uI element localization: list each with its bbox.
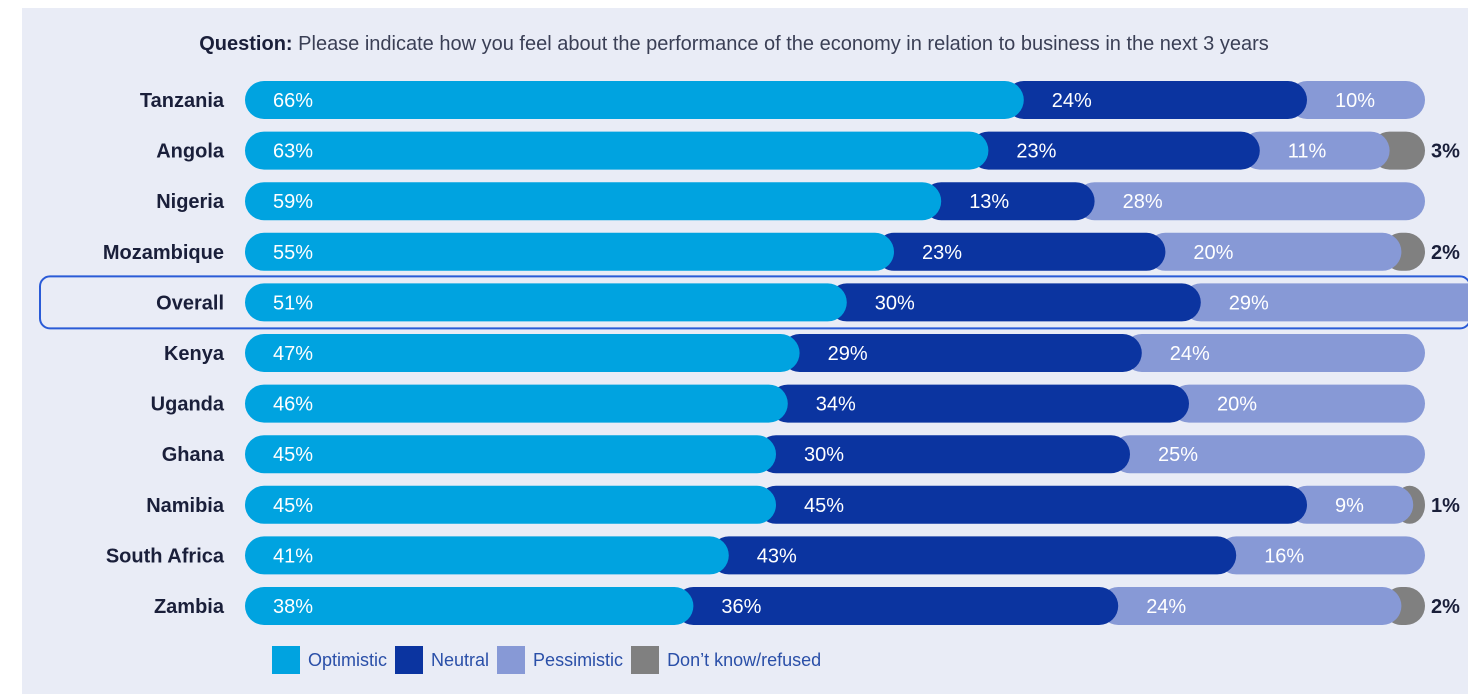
value-label-namibia-neutral: 45% (804, 495, 844, 517)
value-label-angola-pessimistic: 11% (1288, 141, 1327, 163)
value-label-overall-neutral: 30% (875, 292, 915, 314)
value-label-nigeria-neutral: 13% (969, 191, 1009, 213)
value-label-angola-don-t-know-refused: 3% (1431, 141, 1460, 163)
bar-nigeria-neutral (922, 182, 1095, 221)
value-label-namibia-pessimistic: 9% (1335, 495, 1364, 517)
bar-uganda-pessimistic (1170, 384, 1425, 423)
category-label-ghana: Ghana (162, 444, 225, 466)
value-label-uganda-optimistic: 46% (273, 394, 313, 416)
legend-item-neutral: Neutral (395, 646, 489, 674)
value-label-namibia-don-t-know-refused: 1% (1431, 495, 1460, 517)
legend-label-don-t-know-refused: Don’t know/refused (667, 649, 822, 670)
bar-ghana-optimistic (245, 435, 776, 474)
bar-south-africa-pessimistic (1217, 536, 1425, 575)
bar-mozambique-neutral (875, 232, 1166, 271)
chart-legend: Optimistic Neutral Pessimistic Don’t know/r… (272, 646, 829, 674)
value-label-mozambique-don-t-know-refused: 2% (1431, 242, 1460, 264)
value-label-angola-optimistic: 63% (273, 141, 313, 163)
bar-ghana-neutral (757, 435, 1130, 474)
category-label-kenya: Kenya (164, 343, 225, 365)
bar-zambia-optimistic (245, 587, 694, 625)
bar-tanzania-pessimistic (1288, 81, 1425, 119)
bar-namibia-neutral (757, 485, 1307, 524)
bar-angola-neutral (969, 131, 1260, 170)
bar-nigeria-optimistic (245, 182, 942, 221)
bar-overall-optimistic (245, 283, 847, 322)
value-label-overall-pessimistic: 29% (1229, 292, 1269, 314)
bar-tanzania-optimistic (245, 81, 1024, 119)
category-label-overall: Overall (156, 292, 224, 314)
bar-nigeria-pessimistic (1075, 182, 1425, 221)
value-label-ghana-neutral: 30% (804, 444, 844, 466)
bar-zambia-pessimistic (1099, 587, 1402, 625)
bar-overall-pessimistic (1181, 283, 1468, 322)
bar-zambia-neutral (674, 587, 1119, 625)
value-label-mozambique-pessimistic: 20% (1193, 242, 1233, 264)
legend-swatch-pessimistic (497, 646, 526, 674)
legend-swatch-neutral (395, 646, 424, 674)
value-label-south-africa-pessimistic: 16% (1264, 545, 1304, 567)
category-label-south-africa: South Africa (106, 545, 225, 567)
value-label-uganda-neutral: 34% (816, 394, 856, 416)
value-label-nigeria-optimistic: 59% (273, 191, 313, 213)
value-label-kenya-neutral: 29% (828, 343, 868, 365)
value-label-kenya-pessimistic: 24% (1170, 343, 1210, 365)
category-label-uganda: Uganda (151, 394, 225, 416)
bar-south-africa-neutral (709, 536, 1237, 575)
question-heading: Question: Please indicate how you feel a… (0, 30, 1468, 58)
bar-south-africa-optimistic (245, 536, 729, 575)
category-label-namibia: Namibia (146, 495, 225, 517)
legend-label-neutral: Neutral (431, 649, 490, 670)
question-text: Please indicate how you feel about the p… (298, 33, 1269, 55)
legend-label-pessimistic: Pessimistic (533, 649, 624, 670)
category-label-angola: Angola (156, 141, 225, 163)
value-label-ghana-optimistic: 45% (273, 444, 313, 466)
value-label-zambia-neutral: 36% (721, 596, 761, 618)
bar-angola-optimistic (245, 131, 989, 170)
value-label-uganda-pessimistic: 20% (1217, 394, 1257, 416)
value-label-zambia-don-t-know-refused: 2% (1431, 596, 1460, 618)
value-label-angola-neutral: 23% (1016, 141, 1056, 163)
value-label-mozambique-neutral: 23% (922, 242, 962, 264)
value-label-tanzania-neutral: 24% (1052, 90, 1092, 112)
value-label-south-africa-optimistic: 41% (273, 545, 313, 567)
bar-mozambique-pessimistic (1146, 232, 1402, 271)
bar-angola-pessimistic (1240, 131, 1390, 170)
category-label-mozambique: Mozambique (103, 242, 224, 264)
bar-tanzania-neutral (1004, 81, 1307, 119)
category-label-nigeria: Nigeria (156, 191, 225, 213)
bar-namibia-pessimistic (1288, 485, 1414, 524)
bar-mozambique-optimistic (245, 232, 894, 271)
legend-item-don-t-know-refused: Don’t know/refused (631, 646, 821, 674)
value-label-tanzania-pessimistic: 10% (1335, 90, 1375, 112)
value-label-ghana-pessimistic: 25% (1158, 444, 1198, 466)
legend-label-optimistic: Optimistic (308, 649, 388, 670)
highlight-box-overall (39, 275, 1468, 330)
legend-item-pessimistic: Pessimistic (497, 646, 623, 674)
value-label-south-africa-neutral: 43% (757, 545, 797, 567)
bar-ghana-pessimistic (1111, 435, 1425, 474)
bar-overall-neutral (827, 283, 1201, 322)
category-label-zambia: Zambia (154, 596, 225, 618)
bar-kenya-optimistic (245, 334, 800, 372)
value-label-nigeria-pessimistic: 28% (1123, 191, 1163, 213)
bar-uganda-optimistic (245, 384, 788, 423)
value-label-zambia-pessimistic: 24% (1146, 596, 1186, 618)
question-label: Question: (199, 33, 293, 55)
legend-swatch-optimistic (272, 646, 300, 674)
value-label-namibia-optimistic: 45% (273, 495, 313, 517)
value-label-zambia-optimistic: 38% (273, 596, 313, 618)
value-label-tanzania-optimistic: 66% (273, 90, 313, 112)
bar-kenya-neutral (780, 334, 1142, 372)
value-label-overall-optimistic: 51% (273, 292, 313, 314)
value-label-kenya-optimistic: 47% (273, 343, 313, 365)
legend-swatch-don-t-know-refused (631, 646, 660, 674)
bar-kenya-pessimistic (1122, 334, 1425, 372)
value-label-mozambique-optimistic: 55% (273, 242, 313, 264)
legend-item-optimistic: Optimistic (272, 646, 387, 674)
bar-namibia-optimistic (245, 485, 776, 524)
bar-uganda-neutral (768, 384, 1189, 423)
category-label-tanzania: Tanzania (140, 90, 225, 112)
